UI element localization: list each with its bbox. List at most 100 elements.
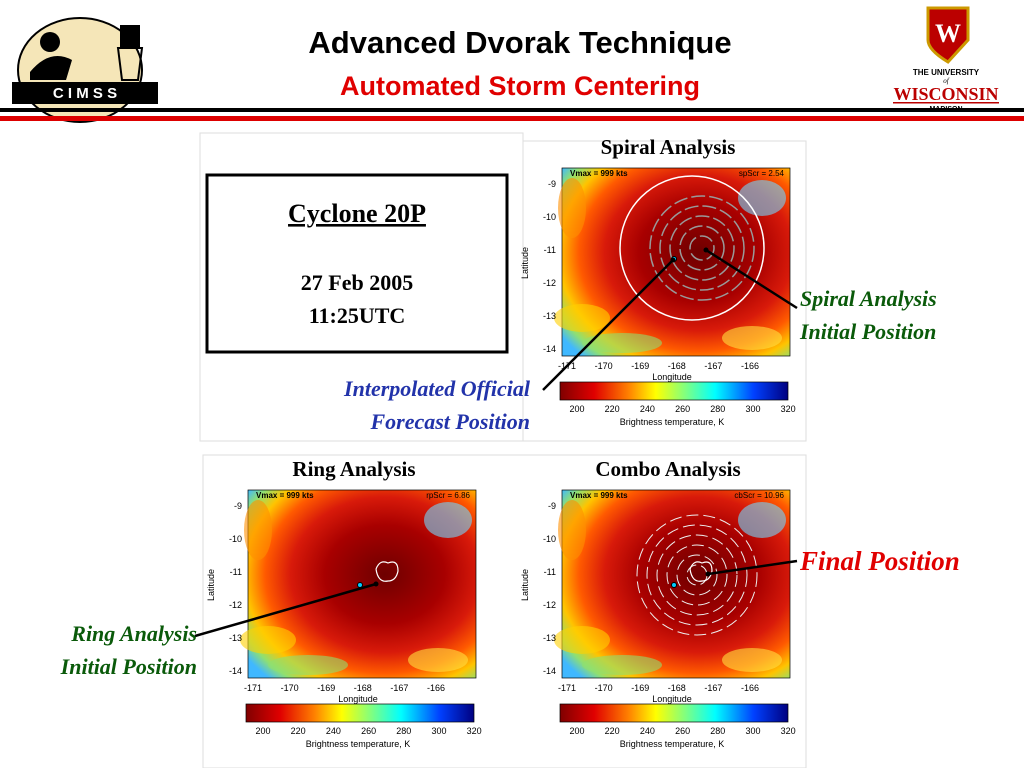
analysis-panel: Spiral Analysis Vmax = 999 kts spScr = 2.5… (520, 135, 796, 427)
cloud-texture (582, 333, 662, 353)
colorbar-tick-label: 220 (291, 726, 306, 736)
spiral-contour (649, 195, 755, 301)
lon-tick-label: -168 (354, 683, 372, 693)
cloud-texture (738, 180, 786, 216)
callout-head (670, 257, 676, 263)
score-label: rpScr = 6.86 (426, 491, 470, 500)
cloud-texture (424, 502, 472, 538)
cimss-logo: C I M S S (12, 17, 158, 123)
lon-tick-label: -169 (631, 361, 649, 371)
score-label: spScr = 2.54 (739, 169, 785, 178)
vmax-label: Vmax = 999 kts (256, 491, 314, 500)
info-box (205, 173, 509, 354)
callout-head (373, 581, 379, 587)
lat-tick-label: -12 (229, 600, 242, 610)
cloud-texture (582, 655, 662, 675)
vmax-label: Vmax = 999 kts (570, 491, 628, 500)
colorbar-tick-label: 200 (569, 404, 584, 414)
analysis-panel: Ring Analysis Vmax = 999 kts rpScr = 6.86 -… (206, 457, 482, 749)
cloud-texture (558, 500, 586, 560)
colorbar-tick-label: 260 (675, 404, 690, 414)
panel-title: Combo Analysis (595, 457, 740, 481)
colorbar-tick-label: 200 (255, 726, 270, 736)
lat-tick-label: -11 (544, 567, 556, 577)
spiral-contour (689, 235, 715, 261)
cloud-texture (722, 648, 782, 672)
cloud-texture (554, 626, 610, 654)
lat-tick-label: -9 (548, 179, 556, 189)
forecast-marker (671, 582, 677, 588)
lon-tick-label: -169 (631, 683, 649, 693)
colorbar (559, 703, 789, 723)
callout-head (705, 571, 711, 577)
lon-tick-label: -168 (668, 683, 686, 693)
colorbar (559, 381, 789, 401)
cloud-texture (268, 655, 348, 675)
colorbar-tick-label: 260 (361, 726, 376, 736)
combo-contour (646, 524, 748, 626)
lon-tick-label: -170 (281, 683, 299, 693)
lon-tick-label: -170 (595, 683, 613, 693)
spiral-contour (659, 205, 745, 291)
annotation-text: Forecast Position (369, 409, 530, 434)
lon-tick-label: -171 (558, 683, 576, 693)
cyclone-date: 27 Feb 2005 (301, 270, 413, 295)
lon-axis-label: Longitude (338, 694, 378, 704)
uw-logo: W THE UNIVERSITY of WISCONSIN MADISON (893, 6, 999, 113)
lat-tick-label: -12 (543, 600, 556, 610)
lat-tick-label: -13 (229, 633, 242, 643)
cloud-texture (244, 500, 272, 560)
colorbar-tick-label: 260 (675, 726, 690, 736)
callout-arrow (194, 582, 377, 638)
callout-head (703, 247, 709, 253)
panel-title: Spiral Analysis (601, 135, 736, 159)
lon-tick-label: -167 (704, 361, 722, 371)
analysis-panel: Combo Analysis Vmax = 999 kts cbScr = 10.9… (520, 457, 796, 749)
lat-axis-label: Latitude (520, 247, 530, 279)
ring-contour (375, 561, 399, 582)
cloud-texture (738, 502, 786, 538)
lat-tick-label: -9 (234, 501, 242, 511)
ring-contour (689, 561, 713, 582)
colorbar-tick-label: 220 (605, 404, 620, 414)
annotation-text: Interpolated Official (343, 376, 531, 401)
annotation-text: Initial Position (60, 654, 197, 679)
colorbar-tick-label: 220 (605, 726, 620, 736)
colorbar-tick-label: 280 (710, 404, 725, 414)
colorbar-label: Brightness temperature, K (620, 417, 725, 427)
lat-axis-label: Latitude (206, 569, 216, 601)
lon-tick-label: -166 (741, 683, 759, 693)
callout-arrow (705, 248, 798, 310)
colorbar-tick-label: 320 (781, 726, 796, 736)
combo-contour (666, 544, 728, 606)
lat-tick-label: -11 (230, 567, 242, 577)
panel-title: Ring Analysis (292, 457, 415, 481)
colorbar (245, 703, 475, 723)
colorbar-tick-label: 280 (396, 726, 411, 736)
cloud-texture (240, 626, 296, 654)
vmax-label: Vmax = 999 kts (570, 169, 628, 178)
score-label: cbScr = 10.96 (734, 491, 784, 500)
lon-tick-label: -166 (427, 683, 445, 693)
cyclone-name: Cyclone 20P (288, 199, 426, 228)
colorbar-tick-label: 320 (467, 726, 482, 736)
colorbar-label: Brightness temperature, K (620, 739, 725, 749)
lon-axis-label: Longitude (652, 694, 692, 704)
lat-tick-label: -10 (543, 534, 556, 544)
colorbar-tick-label: 240 (326, 726, 341, 736)
annotation-text: Initial Position (799, 319, 936, 344)
cimss-text: C I M S S (53, 85, 117, 102)
lat-tick-label: -11 (544, 245, 556, 255)
colorbar-tick-label: 300 (745, 404, 760, 414)
callout-arrow (542, 259, 674, 391)
colorbar-tick-label: 240 (640, 404, 655, 414)
lat-tick-label: -13 (543, 311, 556, 321)
slide-title: Advanced Dvorak Technique (308, 25, 731, 60)
lat-tick-label: -14 (543, 666, 556, 676)
uw-line1: THE UNIVERSITY (913, 68, 980, 77)
colorbar-tick-label: 300 (431, 726, 446, 736)
lat-tick-label: -9 (548, 501, 556, 511)
lat-tick-label: -14 (229, 666, 242, 676)
annotation-text: Final Position (799, 546, 960, 576)
